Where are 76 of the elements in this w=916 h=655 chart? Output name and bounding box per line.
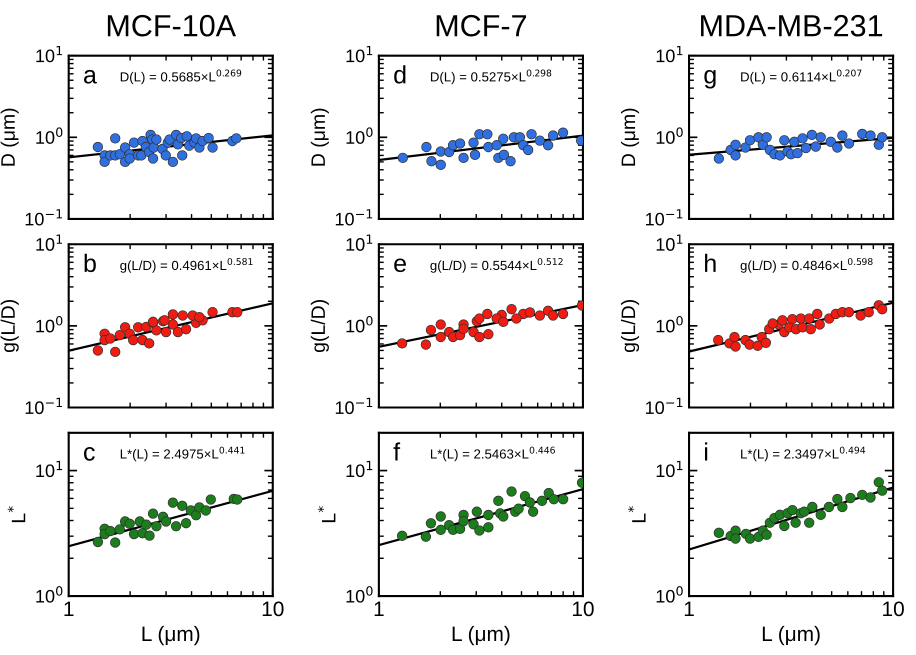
annotation: e (394, 258, 406, 272)
annotation: d (394, 65, 406, 84)
point (128, 528, 140, 540)
y-axis-title: g(L/D) (620, 300, 640, 352)
y-tick-label: 10$^{1}$ (346, 46, 372, 62)
y-tick-label: 10$^{0}$ (36, 586, 62, 603)
y-tick-label: 10$^{0}$ (656, 127, 683, 144)
point (180, 518, 192, 528)
y-tick-label: 10$^{−1}$ (646, 398, 682, 414)
y-tick-label: 10$^{1}$ (656, 234, 682, 251)
y-tick-label: 10$^{1}$ (346, 460, 372, 478)
point (141, 519, 152, 530)
y-axis-title: D (μm) (620, 108, 640, 166)
annotation: f (394, 442, 400, 460)
y-tick-label: 10$^{1}$ (656, 460, 682, 478)
annotation: i (704, 442, 708, 460)
point (92, 536, 104, 548)
chart-title: MCF-7 (436, 14, 526, 37)
annotation: D(L) = 0.6114×L$^{0.207}$ (741, 70, 862, 84)
annotation: h (705, 254, 716, 272)
annotation: g (704, 70, 716, 89)
y-axis-title: L$^{*}$ (8, 506, 26, 522)
y-tick-label: 10$^{0}$ (346, 316, 373, 332)
y-axis-title: D (μm) (310, 108, 329, 166)
y-tick-label: 10$^{0}$ (346, 127, 373, 144)
annotation: c (84, 447, 95, 461)
annotation: L*(L) = 2.4975×L$^{0.441}$ (120, 446, 244, 462)
y-tick-label: 10$^{0}$ (656, 586, 683, 603)
x-axis-title: L (μm) (762, 626, 820, 646)
point (168, 497, 178, 508)
y-tick-label: 10$^{−1}$ (26, 209, 62, 226)
y-tick-label: 10$^{1}$ (36, 234, 62, 251)
x-tick-label: 10 (883, 601, 904, 616)
y-tick-label: 10$^{−1}$ (336, 398, 372, 414)
chart-title: MDA-MB-231 (701, 14, 882, 37)
y-tick-label: 10$^{0}$ (36, 127, 62, 144)
point (110, 537, 120, 548)
y-tick-label: 10$^{0}$ (346, 586, 373, 603)
y-tick-label: 10$^{−1}$ (26, 398, 62, 414)
y-axis-title: D (μm) (0, 108, 19, 166)
y-tick-label: 10$^{−1}$ (646, 209, 682, 226)
annotation: L*(L) = 2.3497×L$^{0.494}$ (741, 446, 866, 462)
x-axis-title: L (μm) (452, 626, 510, 646)
point (177, 500, 188, 511)
annotation: a (84, 70, 97, 84)
x-tick-label: 10 (572, 601, 594, 616)
x-tick-label: 1 (64, 602, 74, 616)
annotation: g(L/D) = 0.4846×L$^{0.598}$ (740, 258, 873, 273)
y-tick-label: 10$^{1}$ (656, 46, 682, 62)
y-tick-label: 10$^{0}$ (36, 316, 62, 332)
y-tick-label: 10$^{1}$ (36, 46, 62, 62)
point (144, 530, 155, 541)
annotation: D(L) = 0.5685×L$^{0.269}$ (120, 70, 242, 84)
y-axis-title: g(L/D) (0, 300, 19, 352)
x-tick-label: 10 (262, 601, 284, 616)
annotation: L*(L) = 2.5463×L$^{0.446}$ (430, 446, 555, 462)
annotation: g(L/D) = 0.5544×L$^{0.512}$ (430, 258, 563, 273)
y-axis-title: g(L/D) (310, 300, 329, 352)
point (114, 524, 125, 535)
x-tick-label: 1 (684, 602, 694, 616)
annotation: g(L/D) = 0.4961×L$^{0.581}$ (120, 258, 253, 273)
y-axis-title: L$^{*}$ (318, 506, 336, 522)
y-axis-title: L$^{*}$ (628, 506, 646, 522)
point (124, 518, 135, 529)
chart-title: MCF-10A (108, 14, 236, 37)
y-tick-label: 10$^{−1}$ (336, 209, 372, 226)
point (105, 526, 116, 536)
point (170, 521, 182, 532)
annotation: D(L) = 0.5275×L$^{0.298}$ (430, 70, 552, 84)
x-tick-label: 1 (374, 602, 384, 616)
y-tick-label: 10$^{0}$ (656, 316, 683, 332)
y-tick-label: 10$^{1}$ (346, 234, 372, 251)
y-tick-label: 10$^{1}$ (36, 460, 62, 478)
point (190, 510, 202, 520)
x-axis-title: L (μm) (142, 626, 200, 646)
annotation: b (84, 254, 96, 272)
